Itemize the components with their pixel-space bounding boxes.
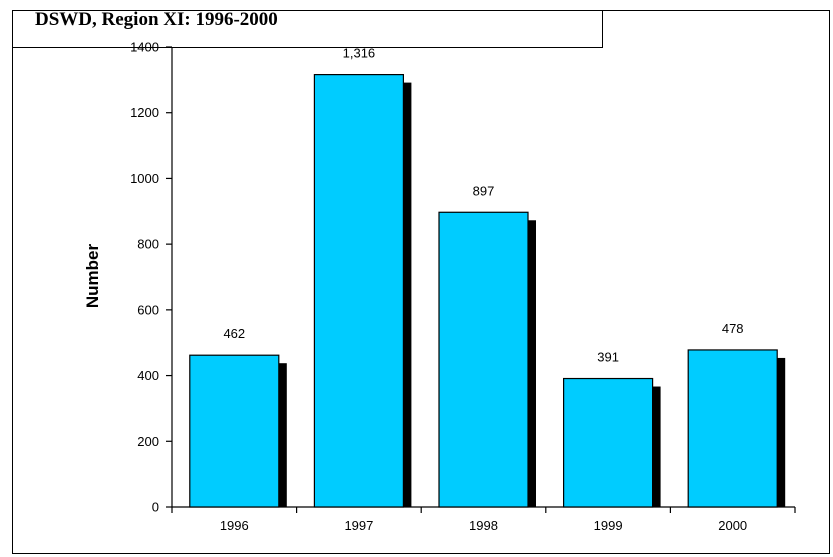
y-tick-label: 600 bbox=[137, 302, 159, 317]
bar bbox=[562, 377, 654, 508]
bar bbox=[313, 73, 404, 508]
chart-frame: DSWD, Region XI: 1996-2000 bbox=[12, 9, 830, 554]
y-tick-label: 1200 bbox=[130, 105, 159, 120]
data-label: 1,316 bbox=[343, 46, 376, 61]
data-label: 478 bbox=[722, 321, 744, 336]
x-tick-label: 1997 bbox=[344, 518, 373, 533]
axes: 0 200 400 600 800 1000 1200 1400 1996 1997 1998 199… bbox=[130, 40, 796, 533]
y-tick-label: 0 bbox=[152, 500, 159, 515]
data-labels: 462 1,316 897 391 478 bbox=[223, 46, 743, 365]
y-tick-label: 200 bbox=[137, 434, 159, 449]
x-tick-label: 1999 bbox=[594, 518, 623, 533]
data-label: 897 bbox=[473, 183, 495, 198]
x-tick-label: 1998 bbox=[469, 518, 498, 533]
bar bbox=[189, 354, 280, 508]
title-box: DSWD, Region XI: 1996-2000 bbox=[13, 9, 603, 48]
x-tick-label: 2000 bbox=[718, 518, 747, 533]
y-tick-label: 400 bbox=[137, 368, 159, 383]
y-tick-label: 1000 bbox=[130, 171, 159, 186]
bar bbox=[438, 211, 529, 508]
x-tick-label: 1996 bbox=[220, 518, 249, 533]
chart-title: DSWD, Region XI: 1996-2000 bbox=[35, 9, 278, 30]
data-label: 462 bbox=[223, 326, 245, 341]
data-label: 391 bbox=[597, 350, 619, 365]
bars bbox=[189, 73, 786, 508]
y-tick-label: 1400 bbox=[130, 40, 159, 55]
y-tick-label: 800 bbox=[137, 237, 159, 252]
bar bbox=[687, 349, 778, 508]
